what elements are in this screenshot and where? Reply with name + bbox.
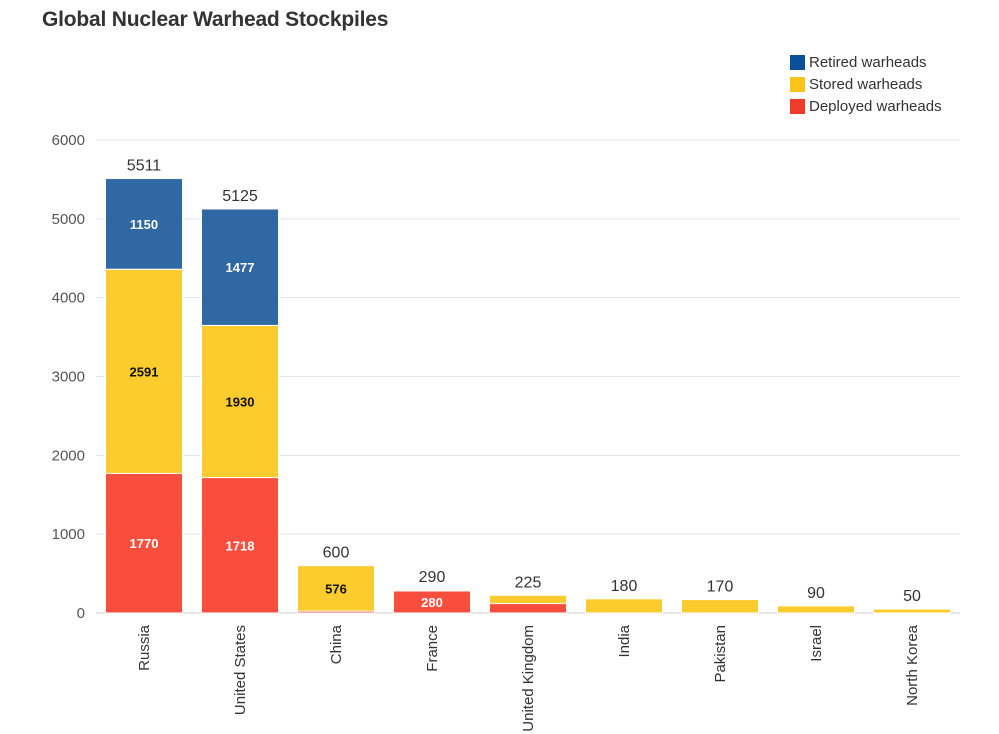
- y-tick-label: 6000: [52, 132, 85, 149]
- total-label: 50: [903, 588, 921, 605]
- y-tick-label: 1000: [52, 526, 85, 543]
- data-label: 576: [325, 581, 347, 596]
- x-tick-label: Israel: [808, 625, 825, 662]
- bar-segment: [489, 594, 567, 605]
- data-label: 1477: [226, 260, 255, 275]
- total-label: 225: [515, 574, 542, 591]
- x-tick-label: India: [616, 624, 633, 657]
- total-label: 180: [611, 578, 638, 595]
- legend-swatch-retired: [790, 54, 805, 70]
- legend-item-deployed[interactable]: Deployed warheads: [790, 95, 942, 117]
- bar-segment: [873, 608, 951, 614]
- x-tick-label: China: [328, 624, 345, 664]
- chart-title: Global Nuclear Warhead Stockpiles: [42, 8, 389, 31]
- x-tick-label: France: [424, 625, 441, 672]
- bar-segment: [201, 208, 279, 326]
- total-label: 290: [419, 569, 446, 586]
- data-label: 2591: [130, 364, 159, 379]
- legend-swatch-deployed: [790, 98, 805, 114]
- legend-item-retired[interactable]: Retired warheads: [790, 51, 942, 73]
- bar-segment: [489, 603, 567, 614]
- bar-segment: [105, 268, 183, 474]
- legend-label-retired: Retired warheads: [809, 53, 927, 71]
- legend-label-stored: Stored warheads: [809, 75, 923, 93]
- y-tick-label: 3000: [52, 369, 85, 386]
- total-label: 5511: [127, 158, 162, 175]
- y-tick-label: 5000: [52, 211, 85, 228]
- data-label: 1930: [226, 394, 255, 409]
- legend-swatch-stored: [790, 76, 805, 92]
- data-label: 280: [421, 595, 443, 610]
- data-label: 1150: [130, 217, 158, 232]
- total-label: 600: [323, 545, 350, 562]
- x-tick-label: United States: [232, 625, 249, 715]
- legend-label-deployed: Deployed warheads: [809, 97, 942, 115]
- y-tick-label: 0: [77, 605, 85, 622]
- bar-segment: [201, 324, 279, 479]
- bar-segment: [201, 477, 279, 614]
- x-tick-label: Russia: [136, 624, 153, 671]
- total-label: 90: [807, 585, 825, 602]
- x-tick-label: Pakistan: [712, 625, 729, 683]
- bar-segment: [297, 565, 375, 612]
- data-label: 1770: [130, 536, 159, 551]
- total-label: 5125: [222, 188, 258, 205]
- bar-segment: [393, 589, 471, 592]
- legend-item-stored[interactable]: Stored warheads: [790, 73, 942, 95]
- y-tick-label: 4000: [52, 290, 85, 307]
- total-label: 170: [707, 579, 734, 596]
- bar-segment: [105, 178, 183, 270]
- x-tick-label: United Kingdom: [520, 625, 537, 732]
- bar-segment: [681, 599, 759, 614]
- x-tick-label: North Korea: [904, 624, 921, 706]
- bar-segment: [777, 605, 855, 614]
- data-label: 1718: [226, 538, 255, 553]
- legend: Retired warheads Stored warheads Deploye…: [790, 51, 942, 117]
- bar-segment: [585, 598, 663, 614]
- y-tick-label: 2000: [52, 447, 85, 464]
- bar-segment: [105, 472, 183, 614]
